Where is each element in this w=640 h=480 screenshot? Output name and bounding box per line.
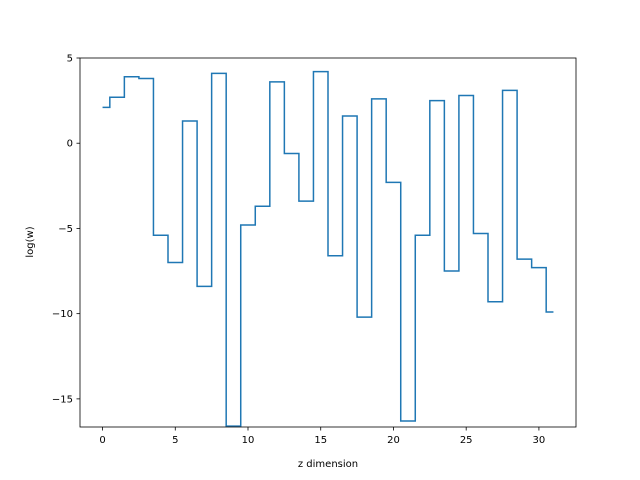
x-tick-label: 30 (533, 435, 546, 446)
x-tick-label: 20 (387, 435, 400, 446)
y-tick-label: 5 (67, 54, 73, 65)
x-tick-label: 15 (314, 435, 327, 446)
x-tick-label: 0 (99, 435, 105, 446)
plot-frame (79, 57, 577, 428)
x-axis-ticks: 0 5 10 15 20 25 30 (99, 427, 545, 446)
x-tick-label: 5 (172, 435, 178, 446)
series-line (102, 70, 554, 427)
y-tick-label: −5 (58, 224, 73, 235)
y-axis-label: log(w) (25, 226, 36, 257)
x-tick-label: 10 (242, 435, 255, 446)
y-axis-ticks: 5 0 −5 −10 −15 (52, 54, 80, 405)
x-axis-label: z dimension (298, 459, 358, 470)
x-tick-label: 25 (460, 435, 473, 446)
y-tick-label: 0 (67, 139, 73, 150)
y-tick-label: −15 (52, 394, 73, 405)
y-tick-label: −10 (52, 309, 73, 320)
